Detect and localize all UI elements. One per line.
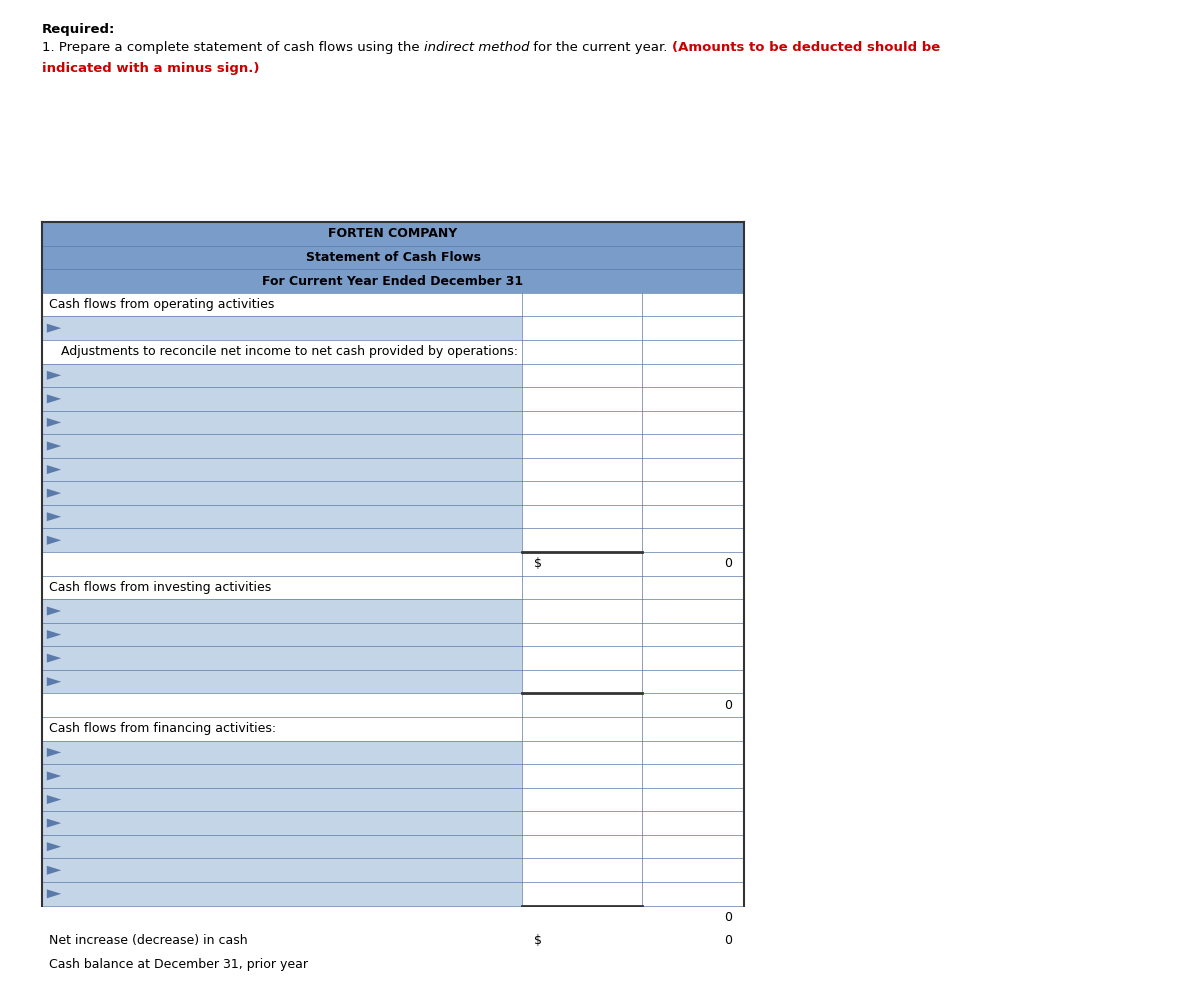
Text: Adjustments to reconcile net income to net cash provided by operations:: Adjustments to reconcile net income to n… [49, 345, 518, 358]
Bar [42, 458, 522, 482]
Text: $: $ [534, 935, 542, 948]
Bar [42, 411, 522, 435]
Bar [522, 387, 744, 411]
Bar [42, 670, 522, 694]
Bar [42, 953, 522, 976]
Bar [42, 222, 744, 245]
Bar [522, 646, 744, 670]
Text: indirect method: indirect method [424, 41, 529, 54]
Polygon shape [47, 653, 61, 662]
Polygon shape [47, 512, 61, 521]
Polygon shape [47, 677, 61, 686]
Bar [522, 623, 744, 646]
Text: Cash balance at December 31, prior year: Cash balance at December 31, prior year [49, 958, 308, 971]
Bar [42, 646, 522, 670]
Text: indicated with a minus sign.): indicated with a minus sign.) [42, 62, 259, 75]
Bar [522, 505, 744, 529]
Bar [42, 764, 522, 788]
Bar [522, 811, 744, 835]
Bar [42, 364, 522, 387]
Polygon shape [47, 418, 61, 427]
Bar [42, 717, 744, 741]
Text: Cash flows from financing activities:: Cash flows from financing activities: [49, 722, 276, 736]
Text: for the current year.: for the current year. [529, 41, 672, 54]
Bar [42, 245, 744, 269]
Bar [42, 741, 522, 764]
Text: 0: 0 [724, 911, 732, 924]
Bar [522, 953, 744, 976]
Text: $: $ [534, 557, 542, 570]
Bar [42, 269, 744, 292]
Bar [42, 976, 744, 981]
Bar [42, 505, 522, 529]
Bar [522, 317, 744, 340]
Text: 0: 0 [724, 698, 732, 712]
Polygon shape [47, 630, 61, 639]
Text: Net increase (decrease) in cash: Net increase (decrease) in cash [49, 935, 248, 948]
Bar [42, 835, 522, 858]
Polygon shape [47, 771, 61, 781]
Text: 1. Prepare a complete statement of cash flows using the: 1. Prepare a complete statement of cash … [42, 41, 424, 54]
Bar [42, 482, 522, 505]
Bar [42, 552, 744, 576]
Text: Required:: Required: [42, 23, 115, 35]
Polygon shape [47, 489, 61, 497]
Bar [42, 882, 522, 905]
Bar [42, 811, 522, 835]
Bar [42, 340, 744, 364]
Polygon shape [47, 748, 61, 757]
Bar [522, 458, 744, 482]
Polygon shape [47, 371, 61, 380]
Bar [42, 576, 744, 599]
Bar [522, 670, 744, 694]
Bar [42, 387, 522, 411]
Bar [42, 788, 522, 811]
Polygon shape [47, 843, 61, 852]
Text: Cash flows from operating activities: Cash flows from operating activities [49, 298, 275, 311]
Text: Statement of Cash Flows: Statement of Cash Flows [306, 251, 480, 264]
Polygon shape [47, 394, 61, 403]
Polygon shape [47, 536, 61, 544]
Bar [42, 905, 744, 929]
Bar [42, 599, 522, 623]
Bar [522, 858, 744, 882]
Polygon shape [47, 960, 61, 969]
Bar [522, 599, 744, 623]
Polygon shape [47, 818, 61, 828]
Bar [522, 482, 744, 505]
Bar [522, 764, 744, 788]
Polygon shape [47, 324, 61, 333]
Text: 0: 0 [724, 557, 732, 570]
Bar [42, 292, 744, 317]
Polygon shape [47, 465, 61, 474]
Bar [522, 411, 744, 435]
Bar [522, 835, 744, 858]
Text: (Amounts to be deducted should be: (Amounts to be deducted should be [672, 41, 941, 54]
Polygon shape [47, 795, 61, 804]
Bar [522, 529, 744, 552]
Bar [42, 929, 744, 953]
Bar [42, 623, 522, 646]
Bar [522, 435, 744, 458]
Polygon shape [47, 890, 61, 899]
Bar [522, 882, 744, 905]
Bar [522, 741, 744, 764]
Bar [42, 529, 522, 552]
Bar [522, 364, 744, 387]
Polygon shape [47, 866, 61, 875]
Text: 0: 0 [724, 935, 732, 948]
Bar [42, 317, 522, 340]
Text: For Current Year Ended December 31: For Current Year Ended December 31 [263, 275, 523, 287]
Bar [42, 694, 744, 717]
Bar [42, 858, 522, 882]
Text: FORTEN COMPANY: FORTEN COMPANY [329, 228, 457, 240]
Polygon shape [47, 606, 61, 615]
Bar [522, 788, 744, 811]
Polygon shape [47, 441, 61, 450]
Text: Cash flows from investing activities: Cash flows from investing activities [49, 581, 271, 594]
Bar [42, 435, 522, 458]
